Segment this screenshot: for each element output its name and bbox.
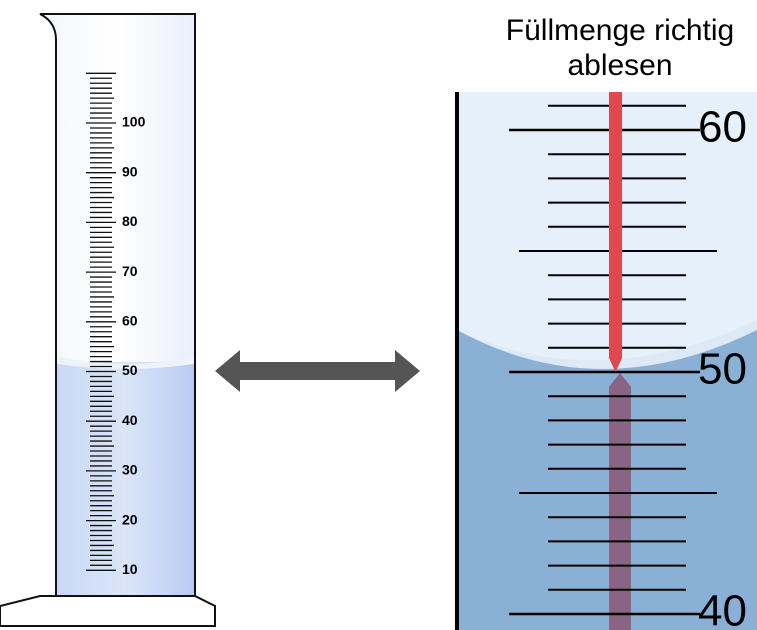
cylinder-base [0,595,216,627]
scale-label: 20 [122,511,138,527]
scale-label: 90 [122,163,138,179]
title-line: ablesen [567,49,672,82]
zoom-liquid [457,330,757,630]
scale-label: 70 [122,263,138,279]
scale-label: 50 [698,345,747,394]
scale-label: 80 [122,213,138,229]
scale-label: 40 [122,412,138,428]
zoom-view: 60 50 40 [457,92,757,630]
scale-label: 30 [122,462,138,478]
reading-pointer [609,92,622,372]
scale-label: 100 [122,114,146,130]
level-marker-below [609,387,631,630]
level-marker-tip [609,373,631,387]
scale-label: 60 [698,103,747,152]
double-arrow [215,350,420,392]
title-line: Füllmenge richtig [506,14,734,47]
scale-label: 50 [122,362,138,378]
scale-label: 40 [698,587,747,630]
cylinder-ticks: 100 90 80 70 60 50 40 30 20 10 [86,72,146,577]
cylinder-liquid [57,362,194,596]
meniscus [57,356,194,369]
scale-label: 60 [122,313,138,329]
scale-label: 10 [122,561,138,577]
